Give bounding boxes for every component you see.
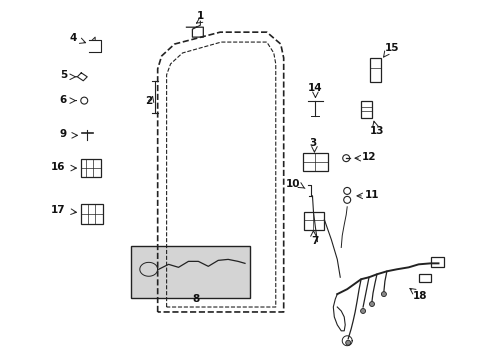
Text: 12: 12 [361,152,375,162]
Text: 15: 15 [384,43,398,53]
Text: 14: 14 [307,83,322,93]
Text: 11: 11 [364,190,379,200]
Circle shape [381,292,386,297]
Text: 5: 5 [60,70,67,80]
Text: 9: 9 [60,129,67,139]
Circle shape [369,302,374,306]
Text: 1: 1 [196,11,203,21]
Text: 13: 13 [369,126,384,136]
Text: 10: 10 [285,179,299,189]
Bar [302,153,327,171]
Text: 7: 7 [310,235,318,246]
Bar [429,257,444,267]
Text: 16: 16 [51,162,65,172]
Text: 6: 6 [60,95,67,105]
Text: 3: 3 [308,138,315,148]
Text: 4: 4 [69,33,77,43]
Bar [369,58,380,82]
Text: 18: 18 [411,291,426,301]
Bar [81,159,101,177]
Text: 8: 8 [192,294,200,304]
Bar [303,212,324,230]
Bar [418,274,429,282]
Bar [81,204,103,224]
Circle shape [345,340,350,345]
Text: 17: 17 [51,205,65,215]
Text: 2: 2 [145,96,152,105]
Bar [360,100,371,118]
Bar [131,247,249,298]
Circle shape [360,309,365,314]
